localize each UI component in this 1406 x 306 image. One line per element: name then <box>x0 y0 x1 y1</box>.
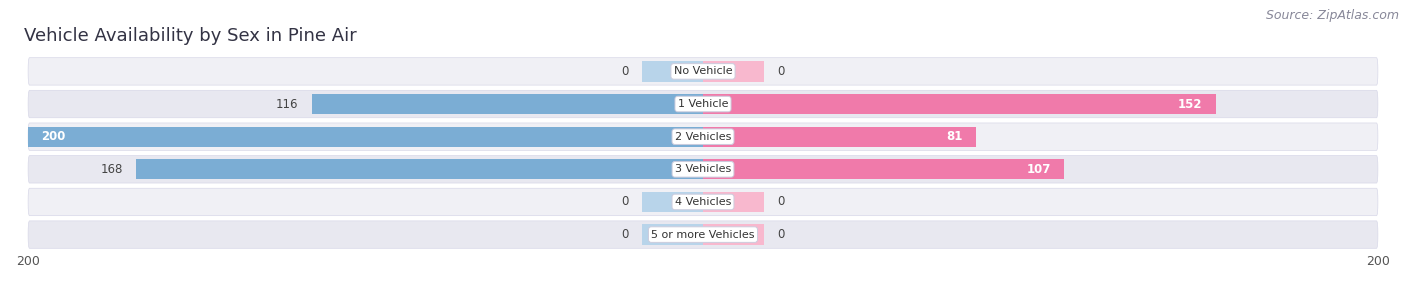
Text: No Vehicle: No Vehicle <box>673 66 733 76</box>
Bar <box>28 127 703 147</box>
Text: 0: 0 <box>778 228 785 241</box>
FancyBboxPatch shape <box>28 58 1378 85</box>
FancyBboxPatch shape <box>28 90 1378 118</box>
Bar <box>136 159 703 179</box>
Text: 4 Vehicles: 4 Vehicles <box>675 197 731 207</box>
Text: 152: 152 <box>1178 98 1202 110</box>
FancyBboxPatch shape <box>28 221 1378 248</box>
FancyBboxPatch shape <box>28 123 1378 150</box>
Bar <box>703 94 1216 114</box>
Bar <box>703 225 763 245</box>
Text: 0: 0 <box>621 196 628 208</box>
Bar <box>703 127 976 147</box>
Text: 2 Vehicles: 2 Vehicles <box>675 132 731 142</box>
Text: 3 Vehicles: 3 Vehicles <box>675 164 731 174</box>
Bar <box>643 61 703 81</box>
Text: 107: 107 <box>1026 163 1050 176</box>
Text: 1 Vehicle: 1 Vehicle <box>678 99 728 109</box>
Bar <box>703 192 763 212</box>
Text: Source: ZipAtlas.com: Source: ZipAtlas.com <box>1265 9 1399 22</box>
Bar <box>703 61 763 81</box>
Text: Vehicle Availability by Sex in Pine Air: Vehicle Availability by Sex in Pine Air <box>24 27 357 45</box>
Text: 116: 116 <box>276 98 298 110</box>
Text: 0: 0 <box>621 228 628 241</box>
Text: 5 or more Vehicles: 5 or more Vehicles <box>651 230 755 240</box>
Bar <box>643 225 703 245</box>
Text: 200: 200 <box>42 130 66 143</box>
Text: 0: 0 <box>621 65 628 78</box>
Bar <box>312 94 703 114</box>
Bar <box>703 159 1064 179</box>
Text: 0: 0 <box>778 65 785 78</box>
Bar <box>643 192 703 212</box>
Text: 168: 168 <box>100 163 122 176</box>
FancyBboxPatch shape <box>28 156 1378 183</box>
Text: 0: 0 <box>778 196 785 208</box>
Text: 81: 81 <box>946 130 963 143</box>
FancyBboxPatch shape <box>28 188 1378 216</box>
